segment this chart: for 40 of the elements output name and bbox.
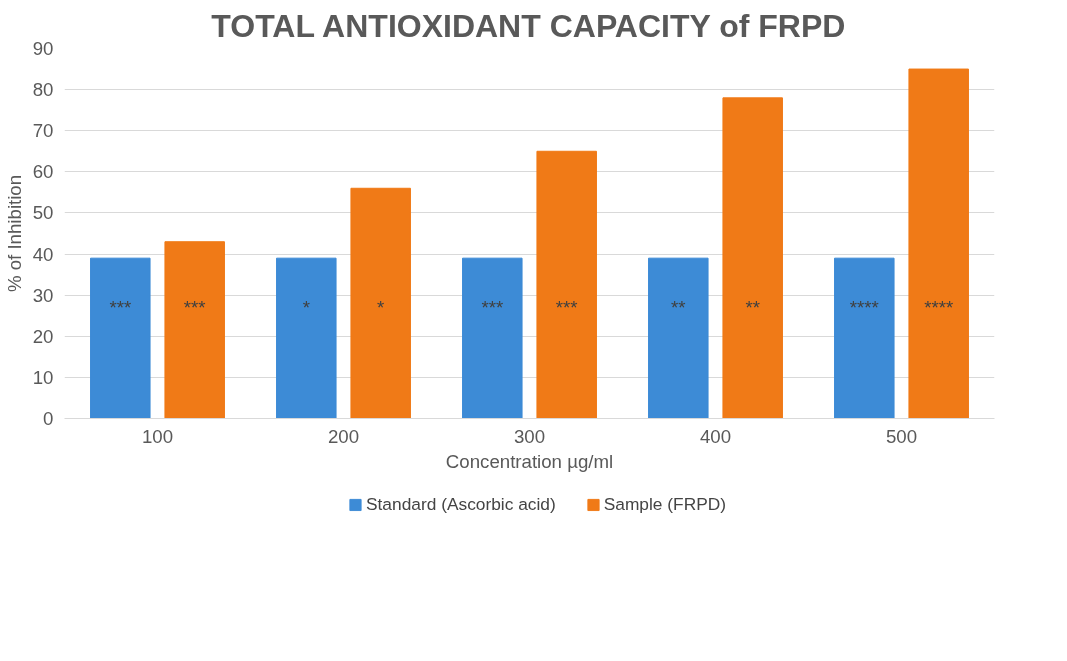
- bar: [908, 68, 969, 419]
- y-tick-label: 70: [32, 120, 54, 142]
- annotation: ***: [183, 297, 206, 318]
- y-tick-label: 20: [32, 325, 54, 347]
- y-tick-label: 50: [32, 202, 54, 224]
- bar: [164, 241, 225, 419]
- bar: [90, 257, 151, 419]
- y-axis-title: % of Inhibition: [3, 174, 25, 293]
- y-tick-label: 40: [32, 243, 54, 265]
- bar: [536, 150, 597, 419]
- y-tick-label: 10: [32, 366, 54, 388]
- x-axis-title: Concentration µg/ml: [445, 450, 614, 472]
- bar: [462, 257, 523, 419]
- legend-label: Standard (Ascorbic acid): [365, 493, 556, 515]
- annotation: ***: [555, 297, 578, 318]
- y-tick-label: 60: [32, 161, 54, 183]
- annotation: ****: [924, 297, 954, 318]
- bar: [722, 97, 783, 419]
- x-tick-label: 400: [699, 425, 732, 447]
- x-tick-label: 500: [885, 425, 918, 447]
- legend-label: Sample (FRPD): [603, 493, 727, 515]
- annotation: **: [671, 297, 686, 318]
- annotation: **: [745, 297, 760, 318]
- annotation: ****: [849, 297, 879, 318]
- bar: [648, 257, 709, 419]
- annotation: *: [377, 297, 385, 318]
- annotation: ***: [481, 297, 504, 318]
- annotation: *: [302, 297, 310, 318]
- bar: [350, 187, 411, 419]
- x-tick-label: 300: [513, 425, 546, 447]
- y-tick-label: 90: [32, 38, 54, 59]
- bar: [276, 257, 337, 419]
- annotation: ***: [109, 297, 132, 318]
- y-tick-label: 0: [43, 408, 54, 429]
- y-tick-label: 80: [32, 79, 54, 101]
- x-tick-label: 100: [141, 425, 174, 447]
- x-tick-label: 200: [327, 425, 360, 447]
- chart-title: TOTAL ANTIOXIDANT CAPACITY of FRPD: [211, 7, 846, 44]
- y-tick-label: 30: [32, 284, 54, 306]
- bar: [834, 257, 895, 419]
